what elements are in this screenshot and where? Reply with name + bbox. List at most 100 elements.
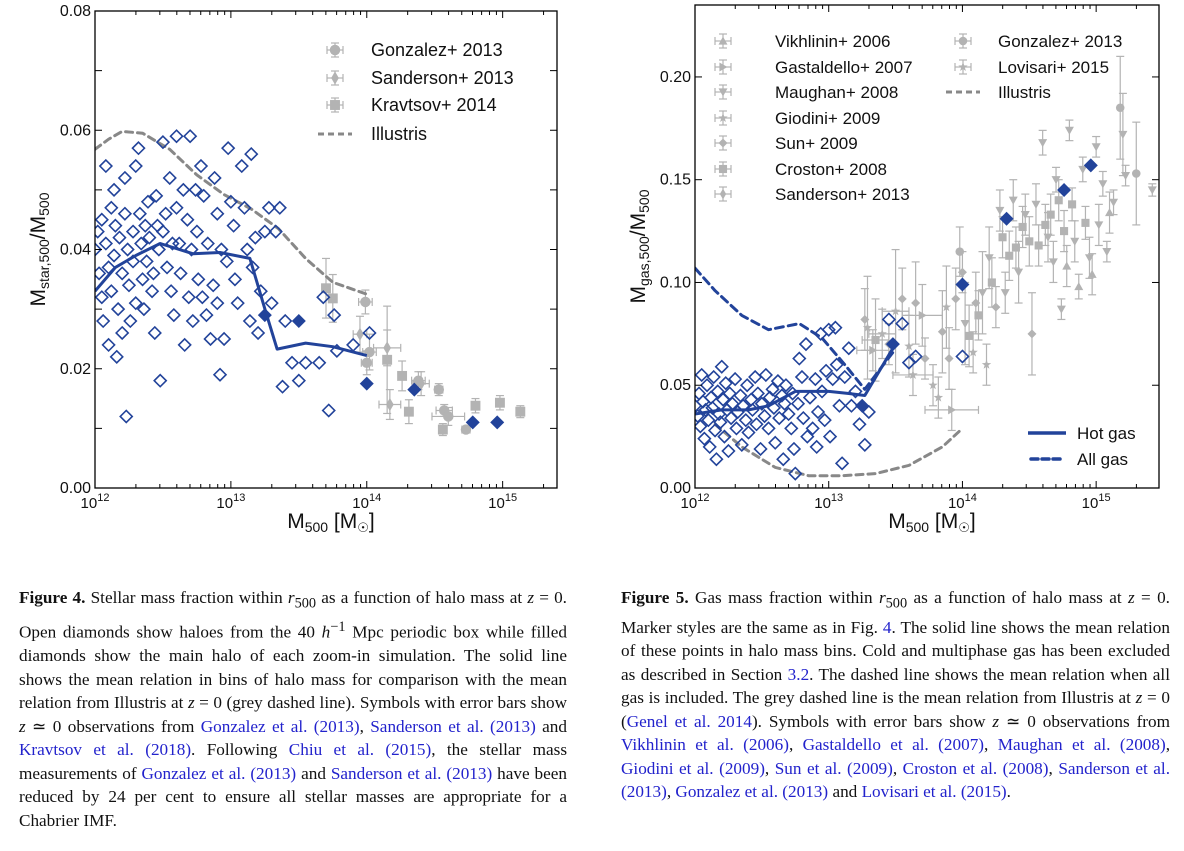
- open-diamond-marker: [96, 313, 111, 329]
- observation-marker: [960, 319, 970, 329]
- citation-link[interactable]: 3.2: [787, 664, 810, 684]
- open-diamond-marker: [814, 384, 830, 399]
- open-diamond-marker: [136, 301, 152, 317]
- caption-text: ,: [788, 735, 803, 755]
- open-diamond-marker: [214, 242, 229, 257]
- observation-marker: [1118, 130, 1128, 139]
- citation-link[interactable]: Gonzalez et al. (2013): [141, 763, 297, 783]
- citation-link[interactable]: Sanderson et al. (2013): [370, 716, 536, 736]
- legend-item: Kravtsov+ 2014: [326, 95, 497, 115]
- legend-label: Sanderson+ 2013: [775, 185, 910, 204]
- observation-marker: [1008, 196, 1018, 205]
- legend-label: Sanderson+ 2013: [371, 68, 514, 88]
- open-diamond-marker: [778, 378, 794, 393]
- observation-marker: [1070, 237, 1080, 246]
- y-axis: 0.00 0.02 0.04 0.06 0.08: [60, 3, 557, 497]
- citation-link[interactable]: Giodini et al. (2009): [621, 758, 765, 778]
- filled-diamond-marker: [955, 277, 970, 292]
- caption-text: = 0. Marker styles are the same as in Fi…: [621, 588, 1170, 637]
- open-diamond-marker: [721, 443, 736, 459]
- legend-label: Croston+ 2008: [775, 160, 887, 179]
- open-diamond-marker: [709, 452, 724, 467]
- citation-link[interactable]: Gastaldello et al. (2007): [802, 735, 985, 755]
- citation-link[interactable]: Gonzalez et al. (2013): [200, 716, 360, 736]
- observation-marker: [948, 405, 957, 415]
- open-diamond-marker: [106, 182, 122, 198]
- observation-marker: [908, 370, 918, 379]
- legend-label: Illustris: [998, 83, 1051, 102]
- legend-marker-icon: [331, 71, 339, 85]
- open-diamond-marker: [707, 423, 723, 438]
- caption-text: = 0. Open diamonds show haloes from the …: [19, 588, 567, 642]
- filled-diamond-marker: [291, 314, 306, 329]
- observation-marker: [1131, 169, 1141, 178]
- observation-marker: [995, 206, 1005, 216]
- observation-marker: [1060, 227, 1069, 236]
- open-diamond-marker: [703, 390, 719, 405]
- observation-marker: [869, 345, 878, 355]
- open-diamond-marker: [242, 313, 258, 329]
- observation-marker: [877, 328, 887, 338]
- open-diamonds: [95, 129, 377, 424]
- citation-link[interactable]: Chiu et al. (2015): [288, 740, 432, 760]
- caption-text: as a function of halo mass at: [907, 588, 1128, 607]
- x-tick-label: 1015: [1082, 492, 1111, 512]
- legend-item: Sun+ 2009: [714, 134, 858, 153]
- caption-text: , the stellar mass measurements of: [19, 740, 568, 783]
- observation-marker: [417, 377, 425, 391]
- open-diamond-marker: [818, 363, 834, 378]
- open-diamond-marker: [817, 413, 832, 428]
- open-diamond-marker: [754, 396, 769, 411]
- observation-marker: [515, 406, 526, 417]
- open-diamond-marker: [717, 429, 732, 444]
- citation-link[interactable]: Croston et al. (2008): [902, 758, 1049, 778]
- observation-marker: [360, 296, 371, 308]
- open-diamond-marker: [98, 236, 114, 251]
- open-diamonds: [695, 312, 970, 481]
- caption-text: ,: [892, 758, 903, 778]
- open-diamond-marker: [180, 212, 195, 227]
- open-diamond-marker: [770, 373, 786, 389]
- open-diamond-marker: [131, 141, 146, 156]
- citation-link[interactable]: Gonzalez et al. (2013): [675, 782, 829, 802]
- y-tick-label: 0.00: [660, 480, 691, 497]
- observation-marker: [918, 310, 927, 320]
- open-diamond-marker: [699, 378, 715, 393]
- open-diamond-marker: [101, 337, 116, 353]
- citation-link[interactable]: Sun et al. (2009): [774, 758, 893, 778]
- open-diamond-marker: [120, 242, 135, 257]
- open-diamond-marker: [146, 266, 161, 281]
- observation-marker: [974, 311, 983, 320]
- citation-link[interactable]: Sanderson et al. (2013): [330, 763, 493, 783]
- legend-marker-icon: [718, 138, 728, 148]
- citation-link[interactable]: Lovisari et al. (2015): [861, 782, 1007, 802]
- caption-text: . Following: [191, 740, 289, 760]
- citation-link[interactable]: Maughan et al. (2008): [997, 735, 1166, 755]
- open-diamond-marker: [695, 367, 709, 383]
- legend-item: All gas: [1029, 450, 1128, 469]
- citation-link[interactable]: Kravtsov et al. (2018): [19, 740, 192, 760]
- legend-item: Giodini+ 2009: [714, 109, 880, 128]
- citation-link[interactable]: Vikhlinin et al. (2006): [621, 735, 789, 755]
- observation-marker: [1034, 241, 1043, 250]
- open-diamond-marker: [794, 369, 810, 385]
- open-diamond-marker: [796, 410, 811, 426]
- open-diamond-marker: [106, 248, 122, 263]
- x-tick-label: 1013: [814, 492, 843, 512]
- citation-link[interactable]: Genel et al. 2014: [626, 711, 752, 731]
- open-diamond-marker: [98, 158, 114, 174]
- x-tick-label: 1015: [488, 492, 517, 512]
- observation-marker: [443, 411, 454, 422]
- citation-link[interactable]: Sanderson et al. (2013): [621, 758, 1171, 802]
- open-diamond-marker: [772, 410, 787, 426]
- open-diamond-marker: [802, 390, 818, 405]
- math-variable: z: [1135, 688, 1143, 708]
- observation-marker: [1102, 248, 1112, 257]
- open-diamond-marker: [181, 290, 196, 305]
- observation-marker: [998, 233, 1007, 242]
- open-diamond-marker: [844, 398, 859, 413]
- citation-link[interactable]: 4: [882, 617, 892, 637]
- observation-marker: [1081, 218, 1090, 227]
- open-diamond-marker: [121, 278, 137, 293]
- filled-diamond-marker: [999, 211, 1014, 226]
